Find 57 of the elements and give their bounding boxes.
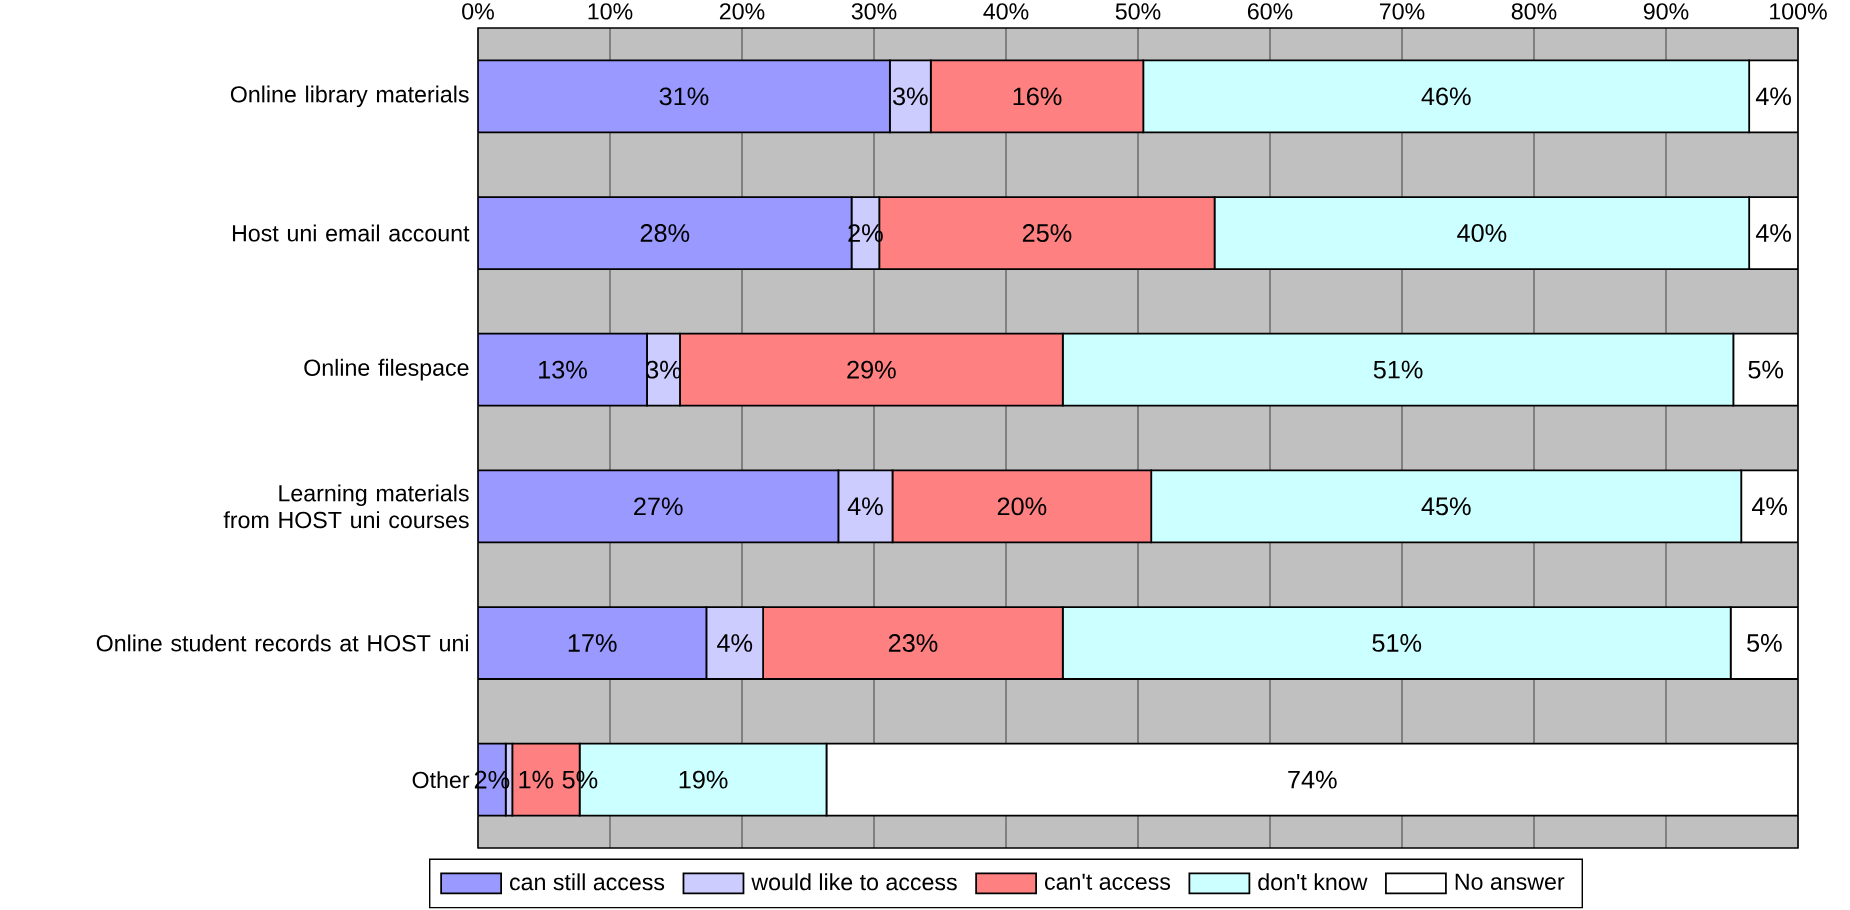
data-label: 3%: [892, 87, 928, 106]
data-label: 5%: [562, 770, 598, 789]
y-tick-label: Learning materials from HOST uni courses: [223, 484, 469, 529]
data-label: 46%: [1421, 87, 1471, 106]
data-label: 29%: [847, 360, 896, 379]
data-label: 4%: [1751, 497, 1788, 516]
data-label: 45%: [1421, 497, 1471, 516]
y-tick-label: Online library materials: [230, 85, 469, 108]
data-label: 5%: [1747, 634, 1782, 652]
data-label: 16%: [1013, 87, 1062, 106]
data-label: 27%: [634, 497, 683, 516]
data-label: 1%: [519, 770, 554, 789]
bar: [825, 742, 1798, 817]
bar: [478, 469, 840, 544]
data-label: 31%: [659, 87, 709, 106]
data-label: 40%: [1457, 224, 1507, 242]
data-label: 4%: [1755, 87, 1791, 106]
y-tick-label: Host uni email account: [232, 224, 470, 242]
data-label: 23%: [888, 634, 938, 652]
x-tick-label: 90%: [1643, 3, 1689, 20]
data-label: 4%: [847, 497, 883, 516]
bar: [478, 606, 708, 680]
x-tick-label: 40%: [983, 3, 1029, 20]
bar: [1732, 332, 1798, 407]
x-tick-label: 80%: [1511, 3, 1557, 20]
data-label: 5%: [1748, 360, 1784, 379]
data-label: 74%: [1288, 770, 1337, 789]
x-tick-label: 10%: [588, 3, 633, 20]
legend-label: can still access: [510, 873, 665, 891]
x-tick-label: 70%: [1380, 3, 1425, 20]
x-tick-label: 100%: [1770, 3, 1827, 20]
bar: [478, 59, 891, 134]
legend-label: No answer: [1455, 873, 1565, 890]
legend-label: would like to access: [751, 873, 957, 891]
data-label: 51%: [1372, 634, 1422, 652]
x-tick-label: 20%: [719, 3, 765, 20]
data-label: 17%: [568, 634, 617, 652]
data-label: 20%: [997, 497, 1047, 516]
bar: [1729, 606, 1798, 680]
data-label: 51%: [1373, 360, 1423, 379]
y-tick-label: Other: [412, 771, 470, 789]
y-tick-label: Online student records at HOST uni: [96, 634, 468, 652]
x-tick-label: 30%: [851, 3, 897, 20]
data-label: 28%: [640, 224, 690, 242]
data-label: 19%: [679, 770, 728, 789]
y-tick-label: Online filespace: [304, 358, 469, 381]
legend-label: can't access: [1045, 873, 1171, 890]
x-tick-label: 50%: [1115, 3, 1161, 20]
data-label: 4%: [717, 634, 753, 652]
data-label: 13%: [539, 360, 587, 379]
legend-label: don't know: [1258, 873, 1368, 891]
x-tick-label: 60%: [1247, 3, 1293, 20]
bar: [478, 332, 648, 407]
x-tick-label: 0%: [462, 3, 494, 20]
data-label: 4%: [1755, 224, 1791, 242]
data-label: 25%: [1022, 224, 1072, 242]
bar: [1740, 469, 1798, 544]
